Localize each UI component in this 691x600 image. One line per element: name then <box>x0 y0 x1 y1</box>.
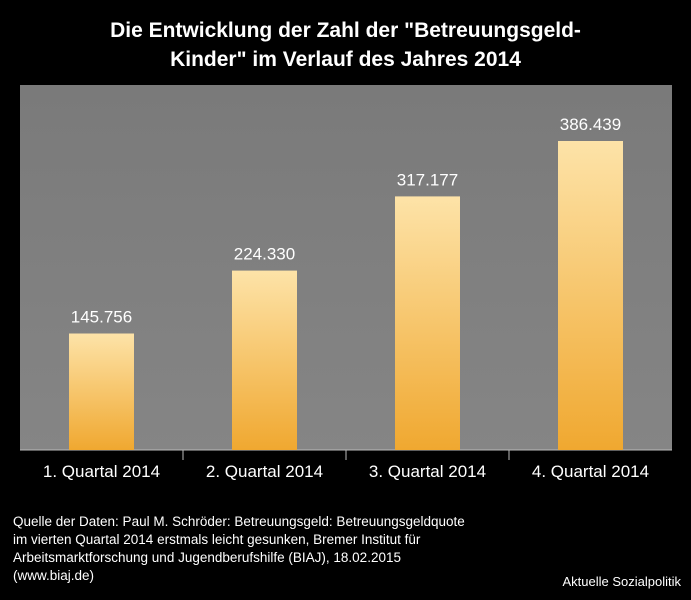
bar-value-label: 145.756 <box>71 308 132 327</box>
chart-title: Die Entwicklung der Zahl der "Betreuungs… <box>0 16 691 74</box>
bar-value-label: 317.177 <box>397 170 458 189</box>
source-note: Quelle der Daten: Paul M. Schröder: Betr… <box>13 513 573 585</box>
source-line: Arbeitsmarktforschung und Jugendberufshi… <box>13 550 401 565</box>
source-line: (www.biaj.de) <box>13 568 95 583</box>
source-line: im vierten Quartal 2014 erstmals leicht … <box>13 532 421 547</box>
x-tick-label: 3. Quartal 2014 <box>369 462 486 481</box>
bar <box>558 141 623 450</box>
bar-value-label: 386.439 <box>560 115 621 134</box>
bar <box>69 333 134 450</box>
bar <box>232 270 297 450</box>
x-tick-label: 1. Quartal 2014 <box>43 462 160 481</box>
chart-title-line-1: Die Entwicklung der Zahl der "Betreuungs… <box>110 19 581 42</box>
credit-label: Aktuelle Sozialpolitik <box>562 574 681 589</box>
x-tick-label: 2. Quartal 2014 <box>206 462 323 481</box>
x-tick-label: 4. Quartal 2014 <box>532 462 649 481</box>
bar <box>395 196 460 450</box>
chart-title-line-2: Kinder" im Verlauf des Jahres 2014 <box>170 48 521 71</box>
source-line: Quelle der Daten: Paul M. Schröder: Betr… <box>13 514 465 529</box>
bar-value-label: 224.330 <box>234 245 295 264</box>
